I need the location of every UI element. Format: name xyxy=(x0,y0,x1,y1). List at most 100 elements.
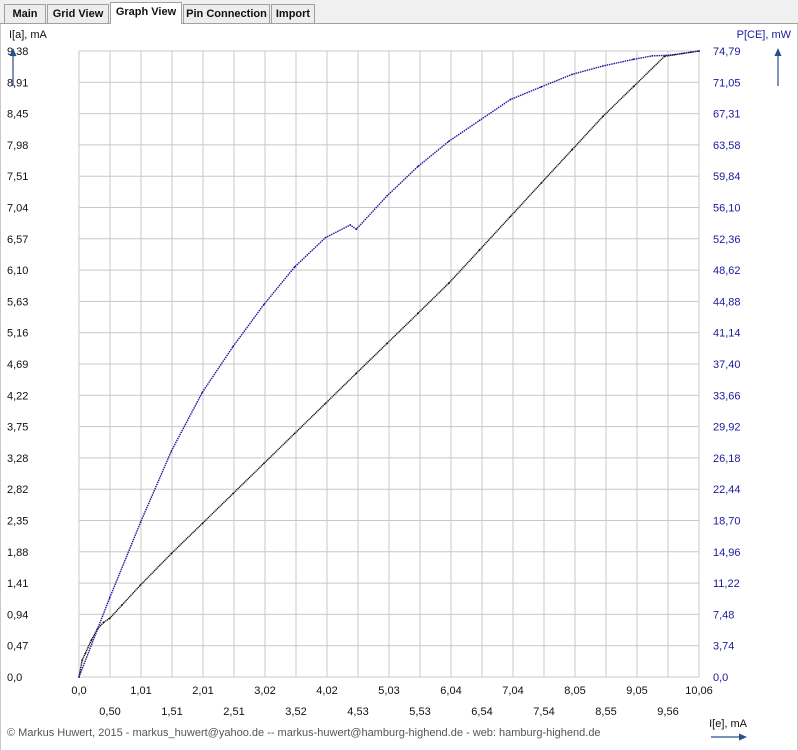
y-tick-right-label: 26,18 xyxy=(713,453,741,465)
data-point-p-ce xyxy=(232,345,235,348)
y-tick-right-label: 29,92 xyxy=(713,422,741,434)
x-tick-label: 2,51 xyxy=(223,706,244,718)
y-tick-right-label: 7,48 xyxy=(713,609,734,621)
data-point-i-a xyxy=(84,652,87,655)
data-point-p-ce xyxy=(669,54,672,56)
data-point-i-a xyxy=(81,659,83,662)
data-point-p-ce xyxy=(201,391,204,394)
x-tick-label: 0,50 xyxy=(99,706,120,718)
y-tick-right-label: 41,14 xyxy=(713,328,741,340)
data-point-i-a xyxy=(201,522,204,525)
x-axis-label: I[e], mA xyxy=(709,718,748,730)
graph-view-panel: 0,0 0,0 0,47 3,74 0,94 7,48 1,41 11,22 1,88 14,96… xyxy=(0,24,798,750)
data-point-p-ce xyxy=(651,55,654,57)
data-point-i-a xyxy=(509,215,512,218)
y-tick-left-label: 5,16 xyxy=(7,328,28,340)
y-tick-left-label: 1,41 xyxy=(7,578,28,590)
data-point-p-ce xyxy=(355,228,358,231)
data-point-p-ce xyxy=(602,65,604,67)
data-point-p-ce xyxy=(417,165,419,168)
y-axis-right-arrow-icon xyxy=(774,48,782,86)
data-point-i-a xyxy=(478,249,481,251)
y-tick-left-label: 8,91 xyxy=(7,77,28,89)
x-tick-label: 5,03 xyxy=(378,685,399,697)
tab-pin-connection[interactable]: Pin Connection xyxy=(183,4,270,23)
y-tick-left-label: 5,63 xyxy=(7,296,28,308)
data-point-i-a xyxy=(108,617,111,620)
data-point-p-ce xyxy=(78,676,80,678)
y-tick-right-label: 22,44 xyxy=(713,484,741,496)
data-point-p-ce xyxy=(698,50,700,52)
tab-graph-view[interactable]: Graph View xyxy=(110,2,182,24)
series-layer xyxy=(78,50,700,678)
x-tick-label: 8,55 xyxy=(595,706,616,718)
y-tick-left-label: 6,57 xyxy=(7,234,28,246)
x-tick-label: 9,05 xyxy=(626,685,647,697)
data-point-p-ce xyxy=(571,73,573,76)
data-point-p-ce xyxy=(509,98,512,101)
data-point-i-a xyxy=(447,282,450,285)
y-tick-left-label: 3,75 xyxy=(7,422,28,434)
y-tick-left-label: 3,28 xyxy=(7,453,28,465)
y-tick-left-label: 1,88 xyxy=(7,547,28,559)
y-tick-right-label: 18,70 xyxy=(713,516,741,528)
y-axis-right-label: P[CE], mW xyxy=(737,29,792,41)
x-tick-label: 7,54 xyxy=(533,706,554,718)
y-tick-left-label: 0,94 xyxy=(7,609,28,621)
data-point-p-ce xyxy=(324,236,327,239)
x-tick-label: 6,04 xyxy=(440,685,461,697)
data-point-p-ce xyxy=(293,266,296,268)
y-tick-right-label: 11,22 xyxy=(713,578,740,590)
x-tick-label: 4,53 xyxy=(347,706,368,718)
tab-main[interactable]: Main xyxy=(4,4,46,23)
x-tick-label: 2,01 xyxy=(192,685,213,697)
data-point-p-ce xyxy=(349,224,352,226)
data-point-i-a xyxy=(90,639,93,642)
x-tick-label: 1,01 xyxy=(130,685,151,697)
data-point-p-ce xyxy=(478,119,481,122)
y-tick-left-label: 4,69 xyxy=(7,359,28,371)
y-tick-left-label: 9,38 xyxy=(7,46,28,58)
x-tick-label: 7,04 xyxy=(502,685,523,697)
y-tick-right-label: 0,0 xyxy=(713,672,728,684)
data-point-p-ce xyxy=(632,58,635,61)
y-tick-left-label: 0,0 xyxy=(7,672,22,684)
x-tick-label: 4,02 xyxy=(316,685,337,697)
data-point-p-ce xyxy=(108,596,111,599)
y-tick-left-label: 8,45 xyxy=(7,109,28,121)
tab-bar: Main Grid View Graph View Pin Connection… xyxy=(0,0,798,24)
copyright-footer: © Markus Huwert, 2015 - markus_huwert@ya… xyxy=(7,727,601,739)
tab-import[interactable]: Import xyxy=(271,4,315,23)
data-point-p-ce xyxy=(540,86,543,88)
tab-grid-view[interactable]: Grid View xyxy=(47,4,109,23)
y-tick-right-label: 71,05 xyxy=(713,77,741,89)
x-tick-label: 5,53 xyxy=(409,706,430,718)
ticks: 0,0 0,0 0,47 3,74 0,94 7,48 1,41 11,22 1,88 14,96… xyxy=(7,46,741,718)
y-tick-left-label: 7,98 xyxy=(7,140,28,152)
data-point-i-a xyxy=(571,148,573,151)
graph-canvas[interactable]: 0,0 0,0 0,47 3,74 0,94 7,48 1,41 11,22 1,88 14,96… xyxy=(1,24,798,750)
x-axis-arrow-icon xyxy=(711,733,747,741)
data-point-p-ce xyxy=(447,140,450,143)
y-axis-left-arrow-icon xyxy=(9,48,17,86)
y-tick-right-label: 33,66 xyxy=(713,390,741,402)
data-point-i-a xyxy=(293,432,296,435)
data-point-p-ce xyxy=(139,521,142,524)
y-tick-right-label: 37,40 xyxy=(713,359,741,371)
data-point-i-a xyxy=(417,312,419,315)
y-tick-right-label: 52,36 xyxy=(713,234,741,246)
x-tick-label: 10,06 xyxy=(685,685,713,697)
data-point-i-a xyxy=(324,402,327,405)
data-point-i-a xyxy=(232,492,235,495)
data-point-i-a xyxy=(540,182,543,185)
data-point-i-a xyxy=(602,115,604,118)
y-tick-left-label: 0,47 xyxy=(7,641,28,653)
y-tick-right-label: 44,88 xyxy=(713,296,741,308)
x-tick-label: 1,51 xyxy=(161,706,182,718)
data-point-i-a xyxy=(102,621,105,624)
data-point-i-a xyxy=(355,372,358,375)
y-tick-left-label: 2,35 xyxy=(7,516,28,528)
y-tick-right-label: 56,10 xyxy=(713,203,741,215)
grid xyxy=(78,50,700,678)
